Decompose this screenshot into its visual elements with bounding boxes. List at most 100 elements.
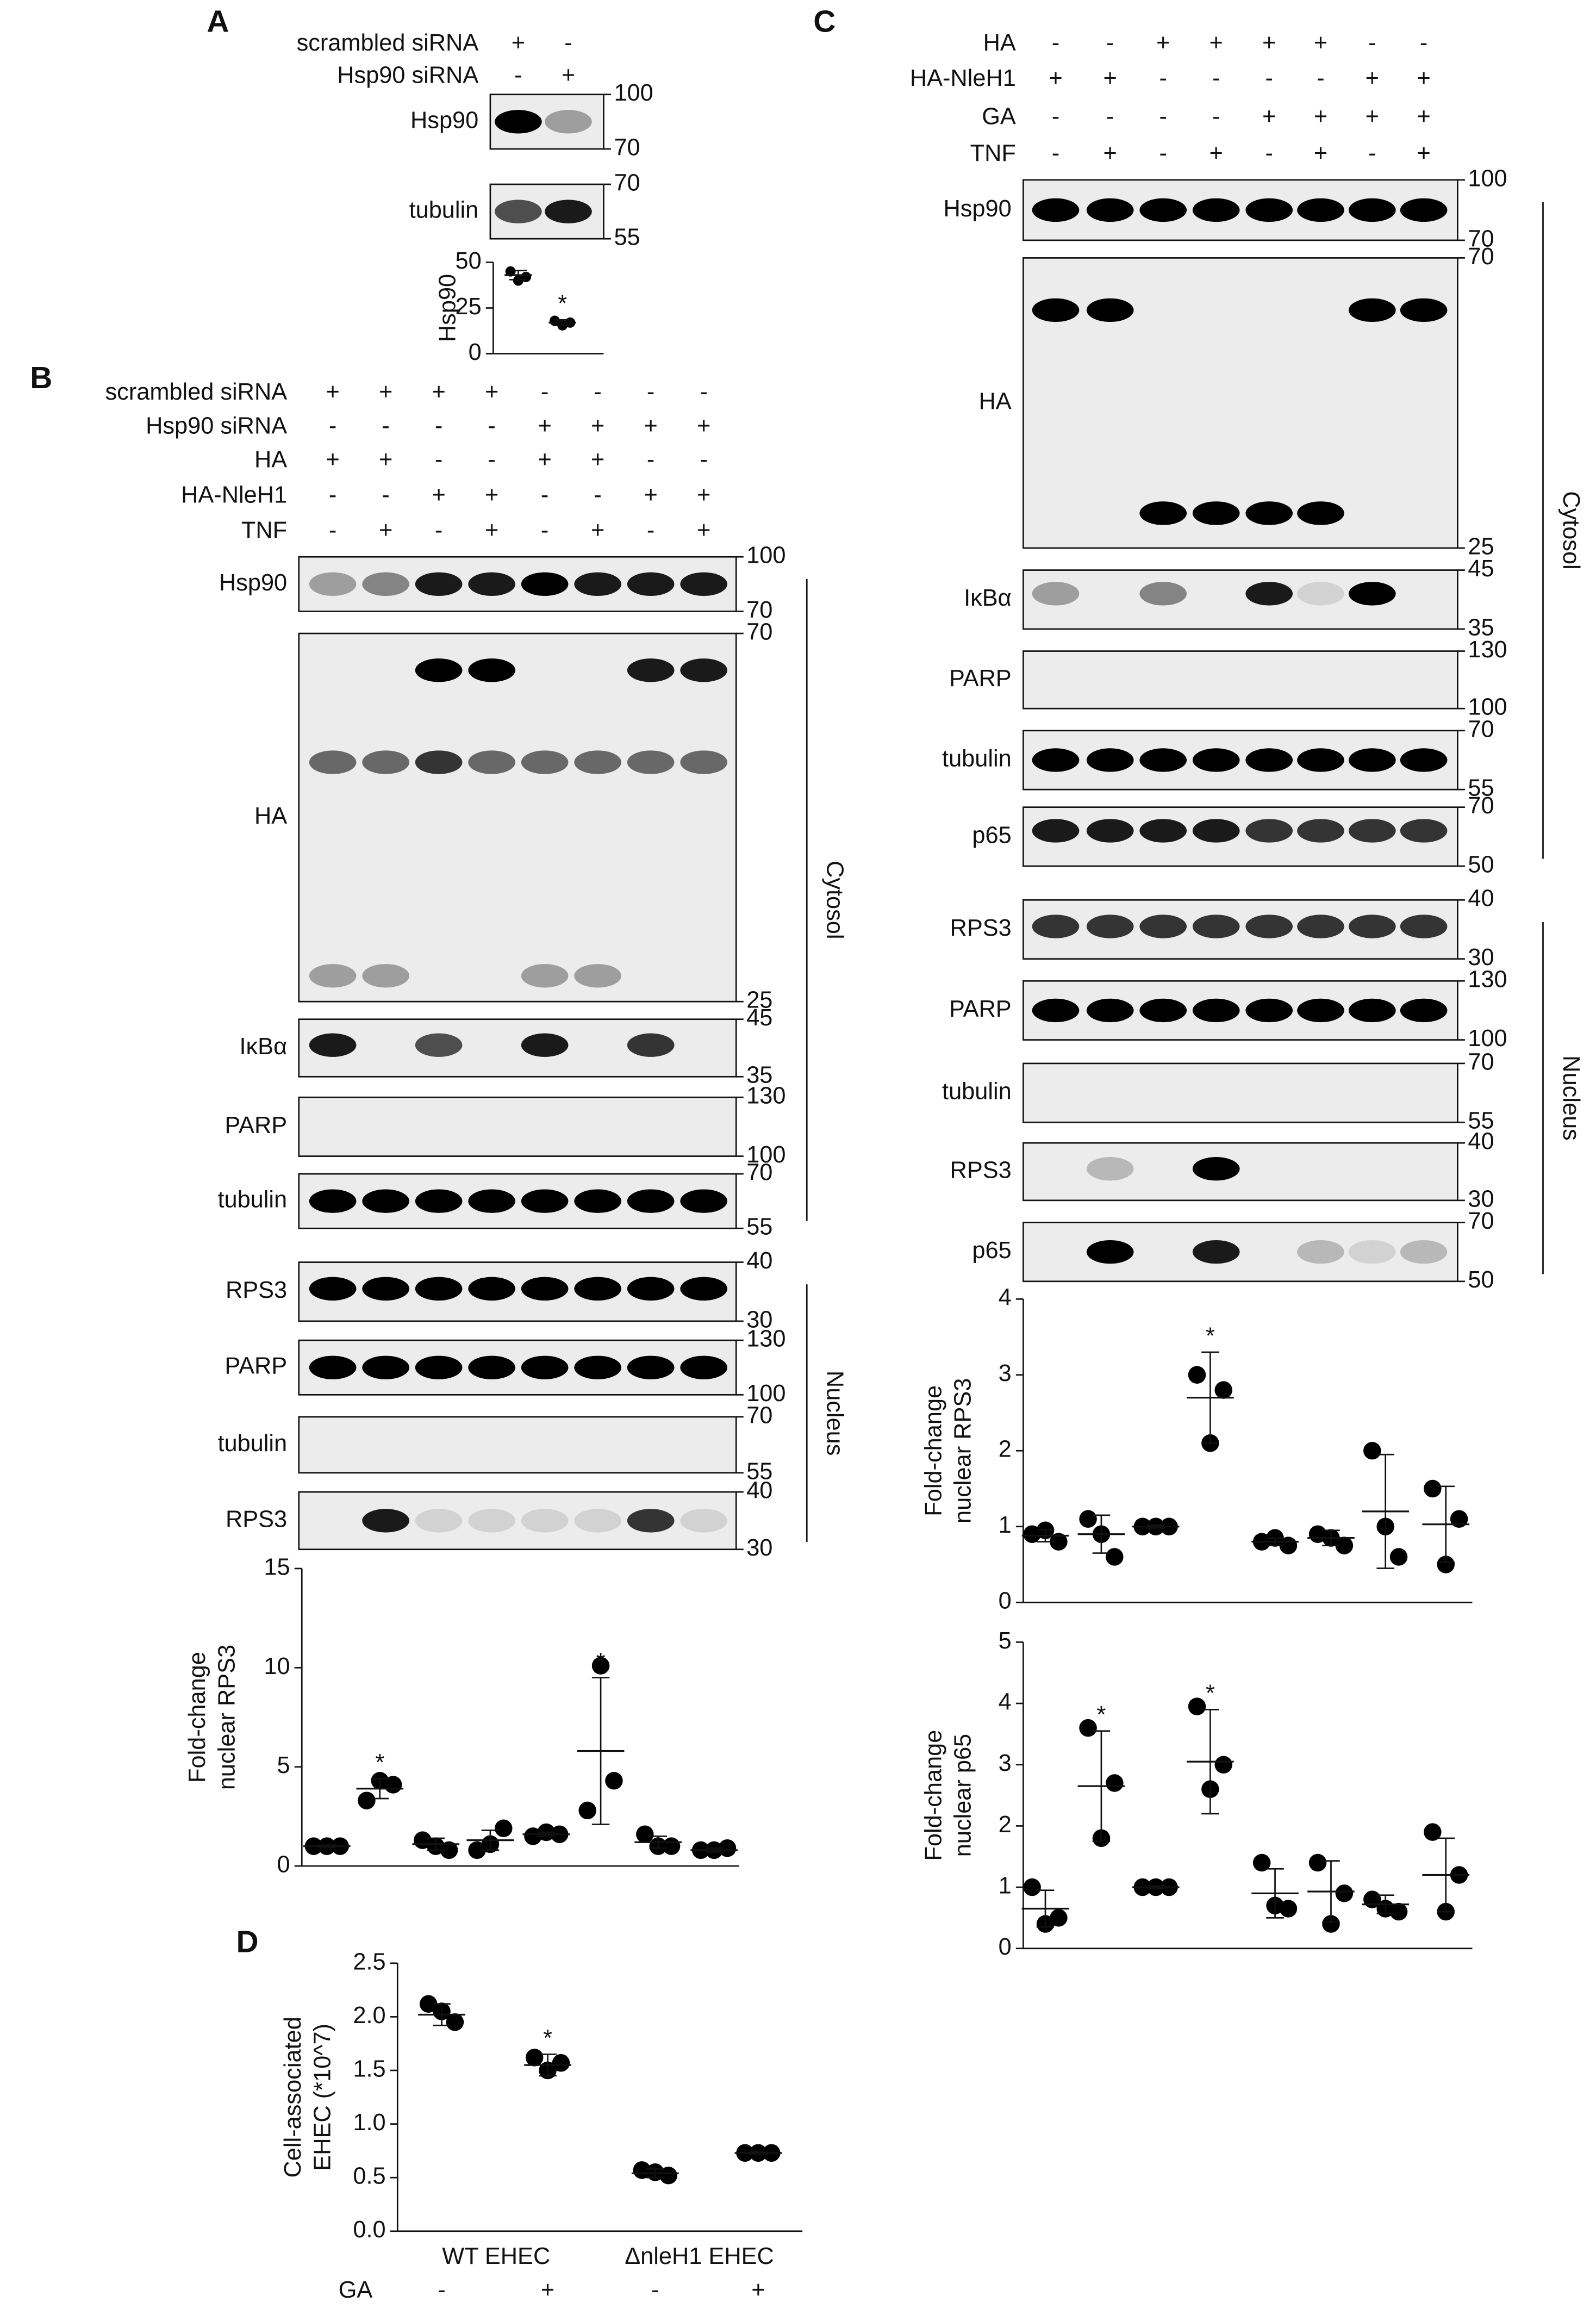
condition-mark: - <box>488 413 495 439</box>
data-point <box>659 2166 677 2185</box>
band <box>627 1355 675 1379</box>
condition-mark: + <box>538 447 551 473</box>
data-point <box>1424 1823 1442 1841</box>
band <box>1139 198 1187 222</box>
band <box>468 1277 515 1301</box>
condition-mark: - <box>1368 30 1376 56</box>
mw-label: 55 <box>746 1214 772 1240</box>
y-tick-label: 10 <box>264 1653 290 1679</box>
data-point <box>495 1819 513 1838</box>
y-tick-label: 1.5 <box>353 2056 385 2082</box>
error-bar <box>371 1778 389 1800</box>
band <box>680 658 727 682</box>
mw-label: 100 <box>746 543 785 569</box>
blot-name: p65 <box>972 822 1011 848</box>
mw-label: 70 <box>614 170 640 196</box>
y-tick-label: 2 <box>999 1812 1012 1838</box>
condition-mark: + <box>562 63 575 89</box>
band <box>521 750 569 774</box>
blot <box>298 1416 737 1474</box>
condition-mark: - <box>651 2277 659 2303</box>
band <box>468 1189 515 1213</box>
mw-label: 40 <box>746 1478 772 1504</box>
band <box>1297 915 1344 938</box>
mw-label: 40 <box>1468 1129 1494 1155</box>
condition-mark: - <box>1212 104 1220 130</box>
mw-label: 40 <box>1468 886 1494 912</box>
blot <box>1023 1062 1458 1123</box>
band <box>1192 1240 1240 1264</box>
condition-mark: - <box>329 482 336 508</box>
y-tick-label: 50 <box>455 248 481 274</box>
y-tick-label: 2 <box>999 1436 1012 1463</box>
mw-label: 70 <box>746 597 772 623</box>
y-tick-label: 0 <box>999 1588 1012 1614</box>
mw-label: 70 <box>746 1402 772 1428</box>
x-label: WT EHEC <box>442 2243 550 2269</box>
error-bar <box>591 1677 610 1825</box>
blot-name: tubulin <box>409 197 479 223</box>
blot-name: IκBα <box>964 585 1012 611</box>
error-bar <box>1036 1889 1055 1928</box>
band <box>627 750 675 774</box>
band <box>415 1189 463 1213</box>
condition-mark: - <box>1317 65 1324 91</box>
mw-label: 50 <box>1468 851 1494 878</box>
error-bar <box>1201 1708 1219 1815</box>
error-bar <box>481 1830 500 1851</box>
condition-mark: - <box>564 30 572 56</box>
data-point <box>552 2054 570 2072</box>
data-point <box>1450 1510 1468 1528</box>
y-tick-label: 25 <box>455 294 481 320</box>
y-tick-label: 0.0 <box>353 2217 385 2243</box>
mw-label: 70 <box>614 134 640 160</box>
band <box>468 1509 515 1533</box>
band <box>1400 748 1448 772</box>
condition-name: scrambled siRNA <box>105 379 287 405</box>
blot-name: PARP <box>225 1353 287 1379</box>
y-axis-label: Fold-change <box>184 1652 210 1783</box>
mw-label: 100 <box>1468 694 1507 720</box>
blot <box>1023 650 1458 710</box>
y-tick-label: 4 <box>999 1689 1012 1715</box>
band <box>495 200 542 223</box>
band <box>1400 915 1448 938</box>
band <box>1348 915 1396 938</box>
condition-mark: - <box>1106 30 1114 56</box>
band <box>1086 1157 1134 1181</box>
band <box>574 1189 621 1213</box>
y-tick-label: 4 <box>999 1285 1012 1311</box>
error-bar <box>1437 1837 1455 1913</box>
error-bar <box>537 1831 556 1837</box>
condition-mark: + <box>591 447 604 473</box>
band <box>1139 819 1187 843</box>
condition-mark: - <box>435 413 442 439</box>
band <box>545 110 592 134</box>
band <box>1348 998 1396 1023</box>
band <box>627 572 675 596</box>
condition-mark: + <box>751 2277 765 2303</box>
condition-mark: + <box>644 413 657 439</box>
data-point <box>1279 1900 1298 1918</box>
band <box>362 964 409 988</box>
error-bar <box>553 319 571 326</box>
mw-label: 70 <box>746 619 772 645</box>
condition-mark: + <box>1104 65 1117 91</box>
band <box>574 750 621 774</box>
mw-label: 45 <box>746 1005 772 1031</box>
condition-mark: - <box>594 379 601 405</box>
blot <box>298 632 737 1003</box>
band <box>574 1355 621 1379</box>
condition-mark: - <box>1265 140 1273 166</box>
error-bar <box>1376 1894 1394 1914</box>
region-label: Nucleus <box>822 1371 848 1456</box>
condition-mark: + <box>1417 104 1430 130</box>
band <box>1086 1240 1134 1264</box>
band <box>415 1509 463 1533</box>
mw-label: 55 <box>614 225 640 251</box>
data-point <box>1214 1381 1233 1399</box>
condition-name: HA-NleH1 <box>181 482 287 508</box>
mw-label: 50 <box>1468 1267 1494 1293</box>
condition-mark: - <box>329 518 336 544</box>
